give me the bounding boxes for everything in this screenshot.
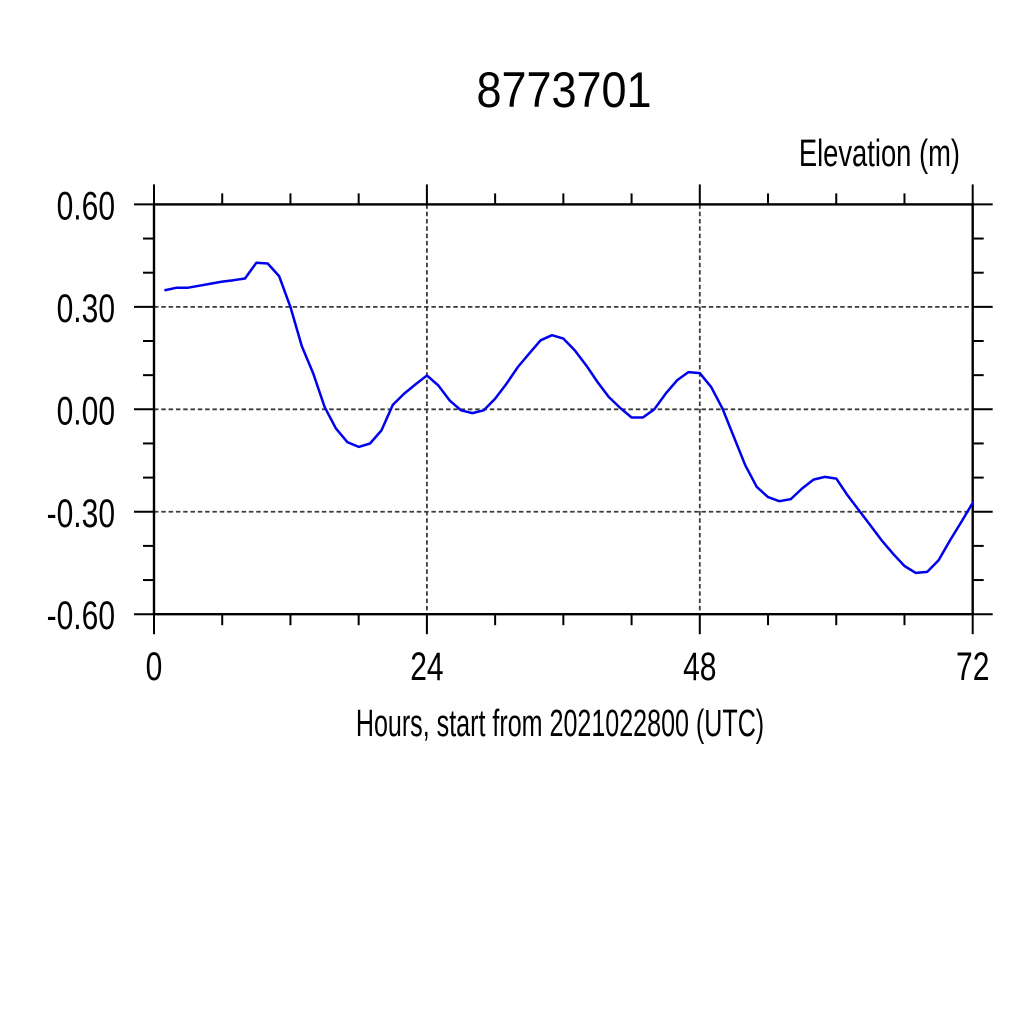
units-label: Elevation (m) [799,133,960,175]
y-tick-label: 0.00 [57,389,115,433]
axis-ticks [134,184,993,635]
x-tick-label: 0 [146,645,163,689]
y-tick-label: -0.30 [47,492,115,536]
x-axis-tick-labels: 0 24 48 72 [146,645,990,689]
y-tick-label: -0.60 [47,594,115,638]
gridlines [154,204,973,615]
y-tick-label: 0.30 [57,287,115,331]
plot-frame [152,203,974,616]
elevation-line [164,261,974,575]
x-tick-label: 24 [410,645,443,689]
x-tick-label: 48 [683,645,716,689]
chart-title: 8773701 [476,63,651,119]
x-tick-label: 72 [956,645,989,689]
y-tick-label: 0.60 [57,184,115,228]
x-axis-label: Hours, start from 2021022800 (UTC) [356,702,764,744]
y-axis-tick-labels: 0.60 0.30 0.00 -0.30 -0.60 [47,184,115,638]
